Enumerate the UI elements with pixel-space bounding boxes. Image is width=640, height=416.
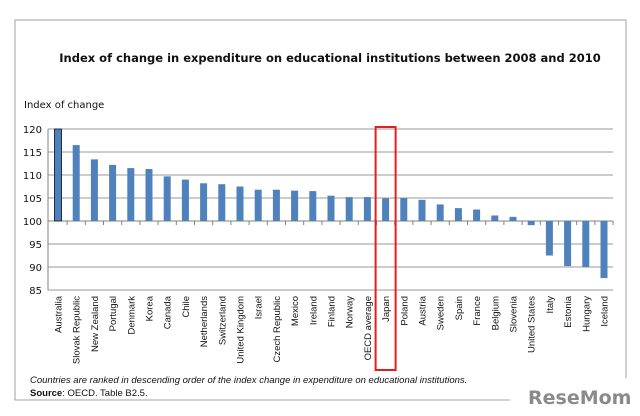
- category-label: Portugal: [108, 296, 119, 331]
- source-label: Source: [30, 388, 62, 399]
- y-tick-label: 115: [23, 148, 42, 159]
- category-label: Slovak Republic: [72, 296, 83, 364]
- bar-belgium: [491, 215, 499, 221]
- bar-hungary: [582, 221, 590, 267]
- chart-title: Index of change in expenditure on educat…: [59, 51, 600, 65]
- bar-france: [473, 209, 481, 221]
- bar-denmark: [127, 168, 135, 221]
- category-label: Hungary: [581, 296, 592, 332]
- category-label: Chile: [181, 296, 192, 318]
- category-label: Poland: [399, 296, 410, 326]
- category-label: Norway: [345, 296, 356, 328]
- y-tick-label: 110: [23, 171, 42, 182]
- category-label: Korea: [145, 295, 156, 321]
- bar-slovak-republic: [72, 145, 80, 221]
- category-label: Netherlands: [199, 296, 210, 347]
- category-label: Australia: [54, 295, 65, 333]
- bar-slovenia: [509, 216, 517, 221]
- category-label: Israel: [254, 296, 265, 319]
- category-label: Ireland: [308, 296, 319, 325]
- category-labels: Australia Slovak Republic New Zealand Portu…: [54, 295, 611, 364]
- bar-united-states: [527, 221, 535, 226]
- y-tick-label: 100: [23, 217, 42, 228]
- bar-netherlands: [200, 183, 208, 221]
- source-line: Source: OECD. Table B2.5.: [30, 388, 148, 399]
- source-text: : OECD. Table B2.5.: [62, 388, 147, 399]
- bar-austria: [418, 199, 426, 221]
- category-label: United States: [527, 296, 538, 353]
- y-tick-label: 120: [23, 125, 42, 136]
- bar-switzerland: [218, 184, 226, 221]
- chart-frame: [14, 19, 627, 401]
- japan-highlight-box: [374, 126, 397, 371]
- category-label: Estonia: [563, 295, 574, 327]
- bar-united-kingdom: [236, 186, 244, 221]
- bar-italy: [545, 221, 553, 256]
- footnote: Countries are ranked in descending order…: [30, 375, 467, 386]
- category-label: Finland: [327, 296, 338, 327]
- bar-sweden: [436, 204, 444, 221]
- bar-canada: [163, 176, 171, 221]
- category-label: Japan: [381, 296, 392, 322]
- category-label: Switzerland: [217, 296, 228, 345]
- bars: [54, 128, 608, 279]
- bar-new-zealand: [90, 159, 98, 221]
- bar-finland: [327, 195, 335, 221]
- category-label: Canada: [163, 295, 174, 329]
- category-label: Mexico: [290, 296, 301, 326]
- y-tick-label: 95: [29, 240, 42, 251]
- resemom-logo: ReseMom: [528, 387, 631, 409]
- y-tick-label: 105: [23, 194, 42, 205]
- bar-mexico: [291, 190, 299, 221]
- y-tick-label: 90: [29, 263, 42, 274]
- bar-iceland: [600, 221, 608, 279]
- bar-chile: [181, 179, 189, 221]
- logo-background: [510, 378, 630, 408]
- bar-korea: [145, 169, 153, 221]
- category-label: OECD average: [363, 296, 374, 360]
- category-label: Denmark: [126, 296, 137, 335]
- category-label: Czech Republic: [272, 296, 283, 363]
- category-label: Sweden: [436, 296, 447, 330]
- category-label: Iceland: [600, 296, 611, 327]
- category-label: United Kingdom: [236, 296, 247, 364]
- y-tick-label: 85: [29, 286, 42, 297]
- bar-poland: [400, 198, 408, 221]
- category-label: Spain: [454, 296, 465, 320]
- bar-japan: [382, 198, 390, 221]
- category-label: Slovenia: [509, 295, 520, 332]
- y-tick-labels: 85 90 95 100 105 110 115 120: [23, 125, 42, 297]
- bar-ireland: [309, 191, 317, 221]
- bar-norway: [345, 197, 353, 221]
- bar-australia: [54, 128, 62, 222]
- bar-estonia: [564, 221, 572, 267]
- category-label: New Zealand: [90, 296, 101, 352]
- bar-spain: [454, 208, 462, 221]
- category-label: Austria: [418, 295, 429, 325]
- bar-oecd-average: [363, 197, 371, 221]
- bar-portugal: [109, 164, 117, 221]
- category-label: France: [472, 296, 483, 326]
- category-label: Belgium: [490, 296, 501, 330]
- bar-czech-republic: [272, 189, 280, 221]
- category-label: Italy: [545, 296, 556, 314]
- bar-israel: [254, 189, 262, 221]
- y-axis-label: Index of change: [24, 100, 104, 111]
